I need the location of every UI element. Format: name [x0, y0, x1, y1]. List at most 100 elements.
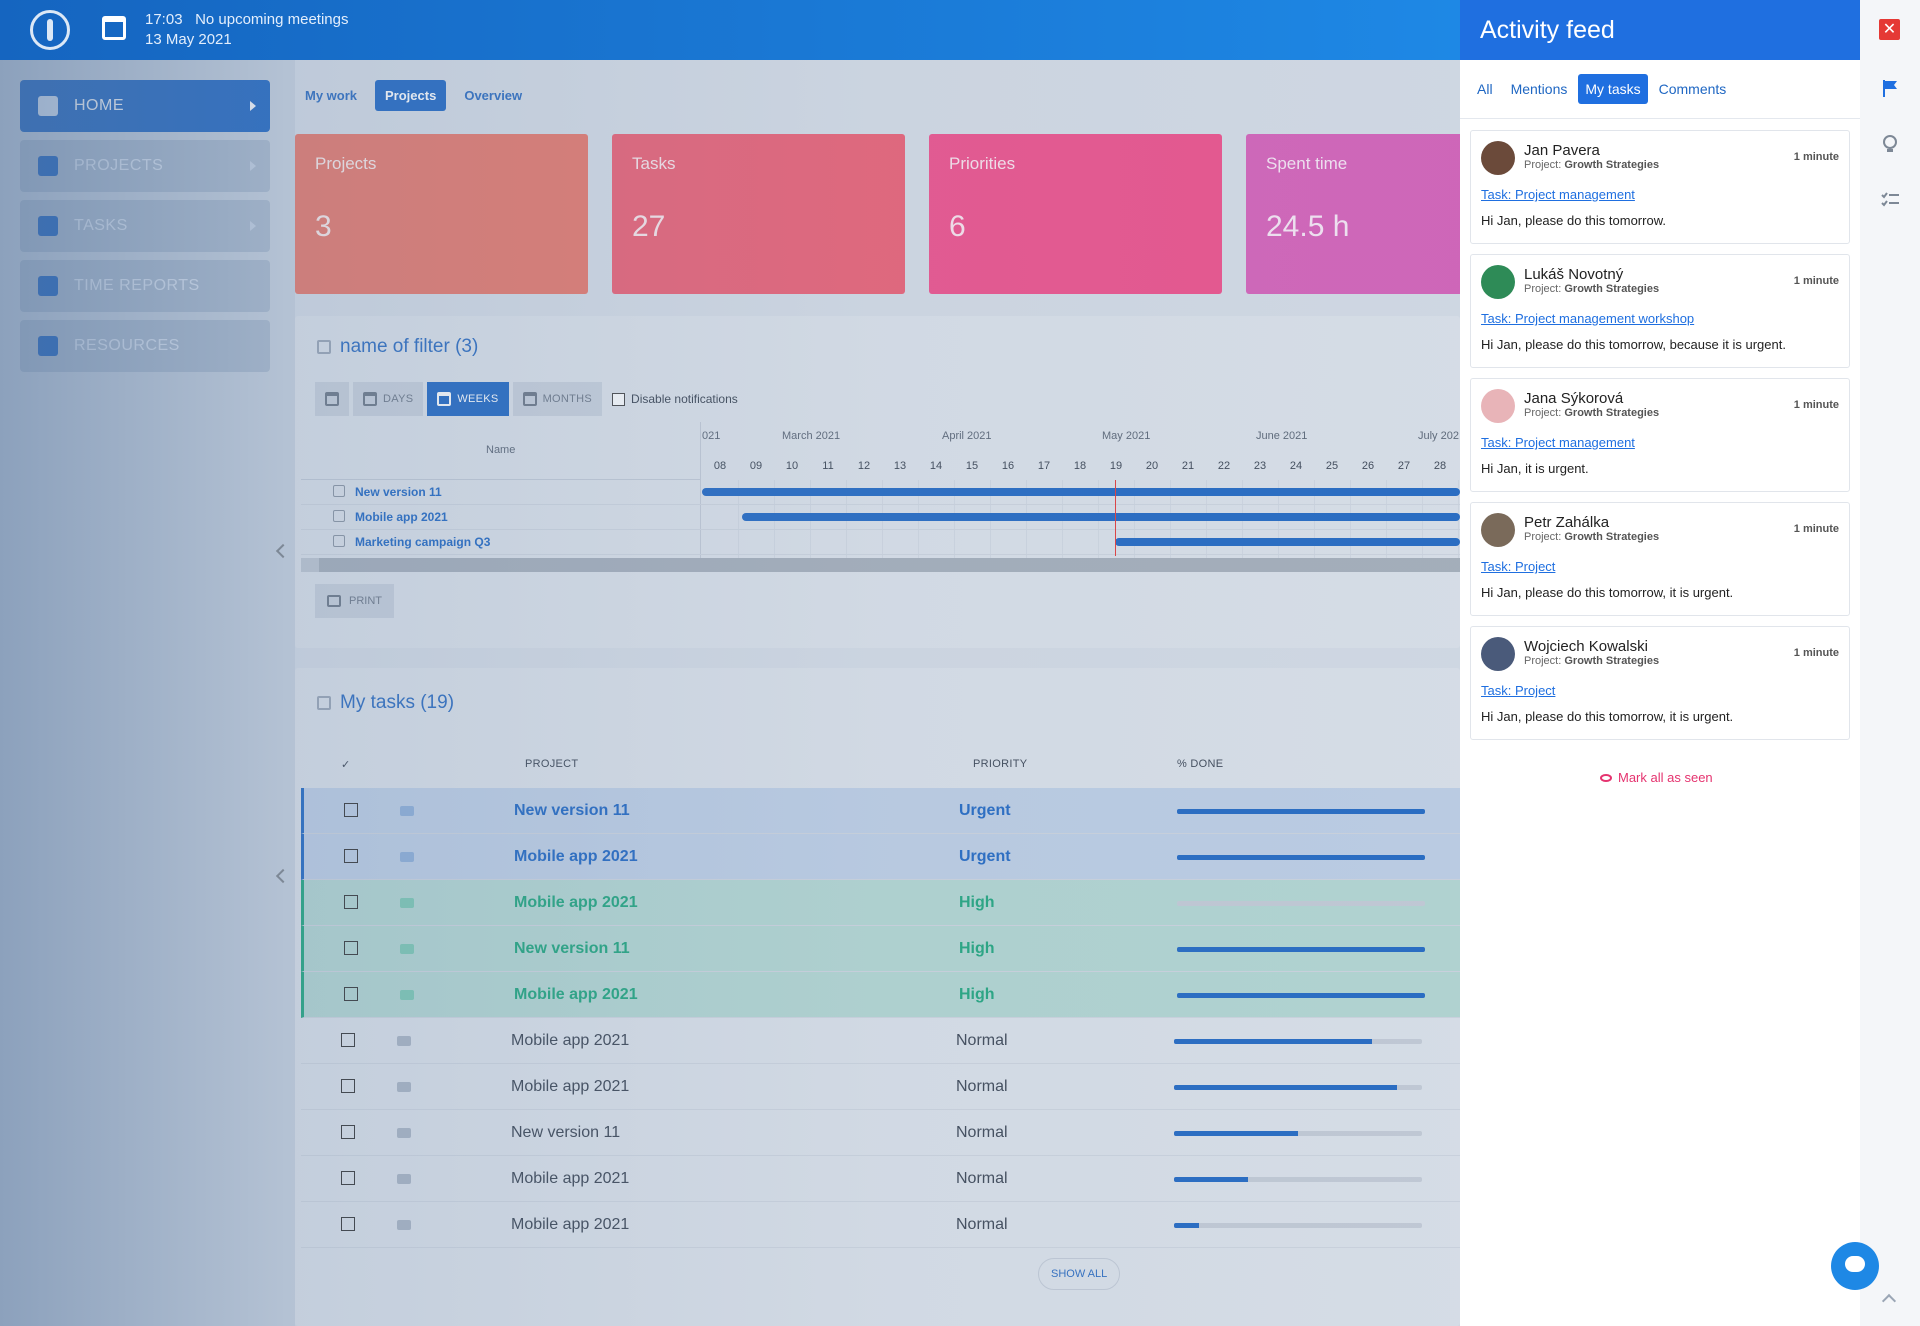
task-link[interactable]: Task: Project: [1481, 559, 1556, 574]
gantt-bar[interactable]: [742, 513, 1460, 521]
collapse-left-icon[interactable]: [275, 543, 291, 559]
row-checkbox[interactable]: [344, 803, 358, 817]
feed-item[interactable]: Jan Pavera Project: Growth Strategies 1 mi…: [1470, 130, 1850, 244]
gantt-row[interactable]: Mobile app 2021: [301, 505, 1460, 530]
days-button[interactable]: DAYS: [353, 382, 424, 416]
card-priorities[interactable]: Priorities 6: [929, 134, 1222, 294]
scrollbar-thumb[interactable]: [319, 558, 1460, 572]
tab-mentions[interactable]: Mentions: [1510, 81, 1568, 97]
lightbulb-icon[interactable]: [1880, 134, 1900, 154]
table-row[interactable]: Mobile app 2021 Normal: [301, 1202, 1460, 1248]
table-row[interactable]: New version 11 Normal: [301, 1110, 1460, 1156]
gantt-bar[interactable]: [1115, 538, 1460, 546]
task-project[interactable]: New version 11: [514, 802, 630, 819]
task-project[interactable]: Mobile app 2021: [511, 1216, 630, 1233]
feed-item[interactable]: Petr Zahálka Project: Growth Strategies 1 …: [1470, 502, 1850, 616]
gantt-project-name[interactable]: Marketing campaign Q3: [355, 535, 491, 549]
row-checkbox[interactable]: [341, 1125, 355, 1139]
sidebar-item-time-reports[interactable]: TIME REPORTS: [20, 260, 270, 312]
tab-my-work[interactable]: My work: [305, 88, 358, 103]
tab-all[interactable]: All: [1477, 81, 1493, 97]
task-project[interactable]: Mobile app 2021: [511, 1078, 630, 1095]
row-checkbox[interactable]: [341, 1079, 355, 1093]
task-project[interactable]: Mobile app 2021: [511, 1170, 630, 1187]
task-project[interactable]: New version 11: [511, 1124, 621, 1141]
row-checkbox[interactable]: [344, 849, 358, 863]
task-project[interactable]: Mobile app 2021: [511, 1032, 630, 1049]
table-row[interactable]: New version 11 High: [301, 926, 1460, 972]
sidebar-item-label: TIME REPORTS: [74, 277, 200, 294]
row-checkbox[interactable]: [341, 1033, 355, 1047]
print-button[interactable]: PRINT: [315, 584, 394, 618]
priority-column-header[interactable]: PRIORITY: [973, 758, 1028, 770]
months-button[interactable]: MONTHS: [512, 382, 603, 416]
card-tasks[interactable]: Tasks 27: [612, 134, 905, 294]
calendar-icon[interactable]: [102, 16, 126, 40]
gantt-project-name[interactable]: New version 11: [355, 485, 442, 499]
row-checkbox[interactable]: [341, 1171, 355, 1185]
table-row[interactable]: Mobile app 2021 Normal: [301, 1018, 1460, 1064]
table-row[interactable]: Mobile app 2021 High: [301, 972, 1460, 1018]
table-row[interactable]: Mobile app 2021 High: [301, 880, 1460, 926]
task-link[interactable]: Task: Project management: [1481, 435, 1635, 450]
tab-comments[interactable]: Comments: [1658, 81, 1727, 97]
task-project[interactable]: New version 11: [514, 940, 630, 957]
sidebar-item-tasks[interactable]: TASKS: [20, 200, 270, 252]
checkbox-box[interactable]: [612, 392, 626, 406]
feed-item[interactable]: Jana Sýkorová Project: Growth Strategies 1…: [1470, 378, 1850, 492]
card-projects[interactable]: Projects 3: [295, 134, 588, 294]
gantt-row[interactable]: Marketing campaign Q3: [301, 530, 1460, 555]
author-project: Project: Growth Strategies: [1524, 531, 1659, 543]
select-all-header[interactable]: ✓: [341, 759, 351, 771]
project-icon: [333, 485, 345, 497]
table-row[interactable]: New version 11 Urgent: [301, 788, 1460, 834]
dashboard-icon: [38, 96, 58, 116]
flag-icon[interactable]: [1880, 78, 1900, 98]
feed-item[interactable]: Wojciech Kowalski Project: Growth Strateg…: [1470, 626, 1850, 740]
project-icon: [333, 510, 345, 522]
table-row[interactable]: Mobile app 2021 Normal: [301, 1064, 1460, 1110]
close-feed-button[interactable]: ✕: [1879, 19, 1900, 40]
task-project[interactable]: Mobile app 2021: [514, 894, 638, 911]
progress-fill: [1174, 1039, 1373, 1044]
sidebar-item-resources[interactable]: RESOURCES: [20, 320, 270, 372]
row-checkbox[interactable]: [341, 1217, 355, 1231]
tab-projects[interactable]: Projects: [375, 80, 447, 111]
disable-notifications-checkbox[interactable]: Disable notifications: [612, 392, 738, 406]
feed-item[interactable]: Lukáš Novotný Project: Growth Strategies 1…: [1470, 254, 1850, 368]
checklist-icon[interactable]: [1880, 190, 1900, 210]
row-checkbox[interactable]: [344, 987, 358, 1001]
mark-all-seen-button[interactable]: Mark all as seen: [1600, 770, 1713, 785]
sidebar-item-projects[interactable]: PROJECTS: [20, 140, 270, 192]
calendar-icon: [363, 392, 377, 406]
project-column-header[interactable]: PROJECT: [525, 758, 579, 770]
task-project[interactable]: Mobile app 2021: [514, 848, 638, 865]
task-link[interactable]: Task: Project: [1481, 683, 1556, 698]
task-link[interactable]: Task: Project management workshop: [1481, 311, 1695, 326]
app-logo-icon[interactable]: [30, 10, 70, 50]
card-label: Projects: [315, 154, 377, 173]
tab-overview[interactable]: Overview: [464, 88, 523, 103]
table-row[interactable]: Mobile app 2021 Normal: [301, 1156, 1460, 1202]
chat-bubble-icon[interactable]: [1831, 1242, 1879, 1290]
weeks-button[interactable]: WEEKS: [427, 382, 509, 416]
table-row[interactable]: Mobile app 2021 Urgent: [301, 834, 1460, 880]
name-header-label: Name: [486, 444, 516, 456]
mark-all-seen-label: Mark all as seen: [1618, 770, 1713, 785]
gantt-project-name[interactable]: Mobile app 2021: [355, 510, 448, 524]
row-checkbox[interactable]: [344, 895, 358, 909]
gantt-row[interactable]: New version 11: [301, 480, 1460, 505]
task-link[interactable]: Task: Project management: [1481, 187, 1635, 202]
show-all-button[interactable]: SHOW ALL: [1038, 1258, 1121, 1290]
done-column-header[interactable]: % DONE: [1177, 758, 1224, 770]
collapse-left-icon[interactable]: [275, 868, 291, 884]
row-checkbox[interactable]: [344, 941, 358, 955]
gantt-scrollbar[interactable]: [301, 558, 1460, 572]
task-priority: Normal: [956, 1216, 1008, 1233]
today-button[interactable]: [315, 382, 349, 416]
sidebar-item-home[interactable]: HOME: [20, 80, 270, 132]
gantt-bar[interactable]: [702, 488, 1460, 496]
task-project[interactable]: Mobile app 2021: [514, 986, 638, 1003]
task-type-icon: [397, 1128, 411, 1138]
tab-my-tasks[interactable]: My tasks: [1578, 74, 1648, 104]
